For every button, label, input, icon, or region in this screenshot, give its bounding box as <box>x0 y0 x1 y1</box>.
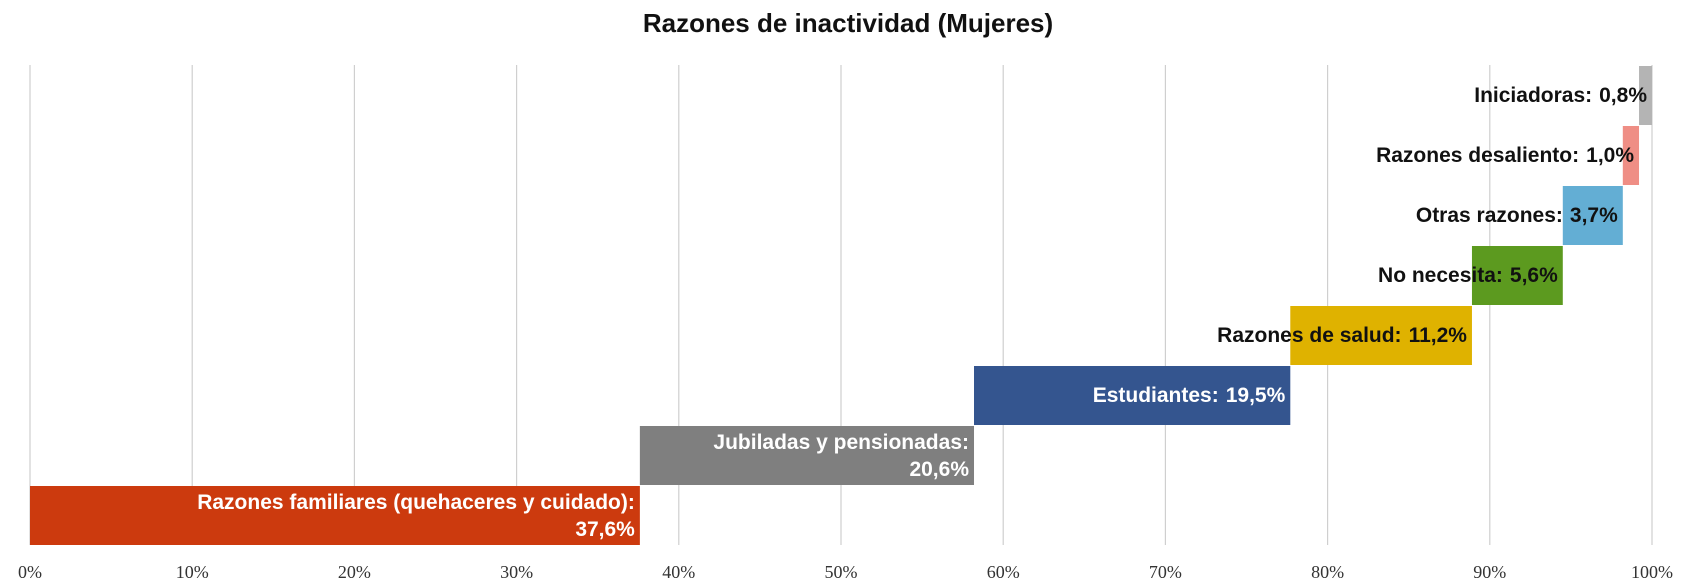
value-label: 19,5% <box>1226 384 1286 407</box>
x-tick-label: 60% <box>987 562 1020 582</box>
category-label: Iniciadoras: <box>1474 84 1592 107</box>
category-label: Razones desaliento: <box>1376 144 1579 167</box>
value-label: 3,7% <box>1570 204 1618 227</box>
category-label: Razones familiares (quehaceres y cuidado… <box>197 491 635 514</box>
chart-title: Razones de inactividad (Mujeres) <box>643 8 1053 38</box>
bar <box>1639 66 1652 125</box>
bar <box>30 486 640 545</box>
bar <box>639 426 975 485</box>
value-label: 20,6% <box>909 458 969 481</box>
x-tick-label: 80% <box>1311 562 1344 582</box>
bar <box>1471 246 1563 305</box>
x-tick-label: 40% <box>662 562 695 582</box>
x-tick-label: 20% <box>338 562 371 582</box>
bar <box>1622 126 1640 185</box>
category-label: Otras razones: <box>1416 204 1563 227</box>
data-label: No necesita: 5,6% <box>1378 264 1558 287</box>
data-label: Razones familiares (quehaceres y cuidado… <box>197 491 635 541</box>
data-label: Estudiantes: 19,5% <box>1093 384 1286 407</box>
x-tick-label: 90% <box>1473 562 1506 582</box>
x-tick-label: 0% <box>18 562 42 582</box>
value-label: 1,0% <box>1586 144 1634 167</box>
category-label: Estudiantes: <box>1093 384 1219 407</box>
x-tick-label: 50% <box>825 562 858 582</box>
value-label: 11,2% <box>1409 324 1468 347</box>
data-label: Jubiladas y pensionadas: 20,6% <box>713 431 969 481</box>
data-label: Razones de salud: 11,2% <box>1217 324 1467 347</box>
category-label: Razones de salud: <box>1217 324 1401 347</box>
data-label: Razones desaliento: 1,0% <box>1376 144 1634 167</box>
value-label: 0,8% <box>1599 84 1647 107</box>
x-tick-label: 30% <box>500 562 533 582</box>
data-label: Otras razones: 3,7% <box>1416 204 1618 227</box>
bar <box>974 366 1291 425</box>
data-label: Iniciadoras: 0,8% <box>1474 84 1647 107</box>
value-label: 5,6% <box>1510 264 1558 287</box>
category-label: No necesita: <box>1378 264 1503 287</box>
x-tick-label: 10% <box>176 562 209 582</box>
category-label: Jubiladas y pensionadas: <box>713 431 969 454</box>
value-label: 37,6% <box>575 518 635 541</box>
bar <box>1562 186 1623 245</box>
bar <box>1290 306 1472 365</box>
x-tick-label: 70% <box>1149 562 1182 582</box>
x-tick-label: 100% <box>1631 562 1673 582</box>
